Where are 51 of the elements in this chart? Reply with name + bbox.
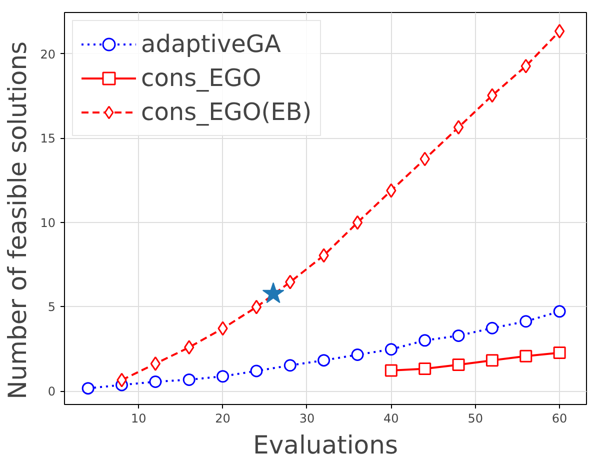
point	[520, 58, 531, 74]
point	[553, 346, 566, 359]
point	[351, 348, 364, 361]
point	[486, 354, 498, 367]
x-tick-label: 10	[130, 412, 146, 426]
point	[452, 329, 465, 342]
x-tick-label: 50	[468, 412, 484, 426]
point	[453, 120, 464, 135]
x-tick-label: 40	[384, 412, 399, 426]
point	[318, 248, 329, 263]
legend-label: cons_EGO	[141, 64, 262, 92]
point	[520, 350, 532, 362]
point	[420, 152, 430, 166]
point	[251, 300, 262, 314]
x-axis-title: Evaluations	[253, 430, 398, 460]
y-axis-title: Number of feasible solutions	[3, 41, 32, 400]
point	[384, 343, 398, 356]
point	[262, 282, 284, 304]
point	[284, 359, 296, 372]
point	[318, 354, 330, 367]
point	[218, 321, 228, 336]
point	[82, 382, 94, 395]
y-tick-label: 0	[48, 384, 56, 399]
point	[149, 376, 162, 388]
point	[452, 358, 465, 371]
legend-label: adaptiveGA	[141, 30, 281, 58]
point	[553, 305, 566, 318]
point	[150, 356, 161, 371]
y-tick-label: 10	[40, 216, 56, 230]
point	[285, 274, 296, 290]
x-tick-label: 30	[299, 412, 315, 426]
y-tick-label: 15	[40, 132, 56, 146]
x-tick-label: 60	[552, 412, 568, 426]
point	[182, 373, 196, 386]
point	[520, 315, 532, 328]
y-tick-label: 5	[48, 300, 56, 314]
point	[116, 372, 127, 388]
point	[486, 322, 498, 334]
point	[418, 362, 432, 376]
point	[250, 364, 263, 378]
point	[554, 24, 565, 38]
point	[216, 370, 230, 383]
point	[184, 340, 194, 355]
point	[384, 364, 398, 377]
legend-label: cons_EGO(EB)	[141, 98, 312, 126]
x-tick-label: 20	[215, 412, 230, 426]
y-tick-label: 20	[40, 47, 56, 62]
point	[352, 215, 363, 230]
point	[487, 88, 498, 103]
point	[386, 183, 396, 198]
point	[418, 334, 432, 347]
